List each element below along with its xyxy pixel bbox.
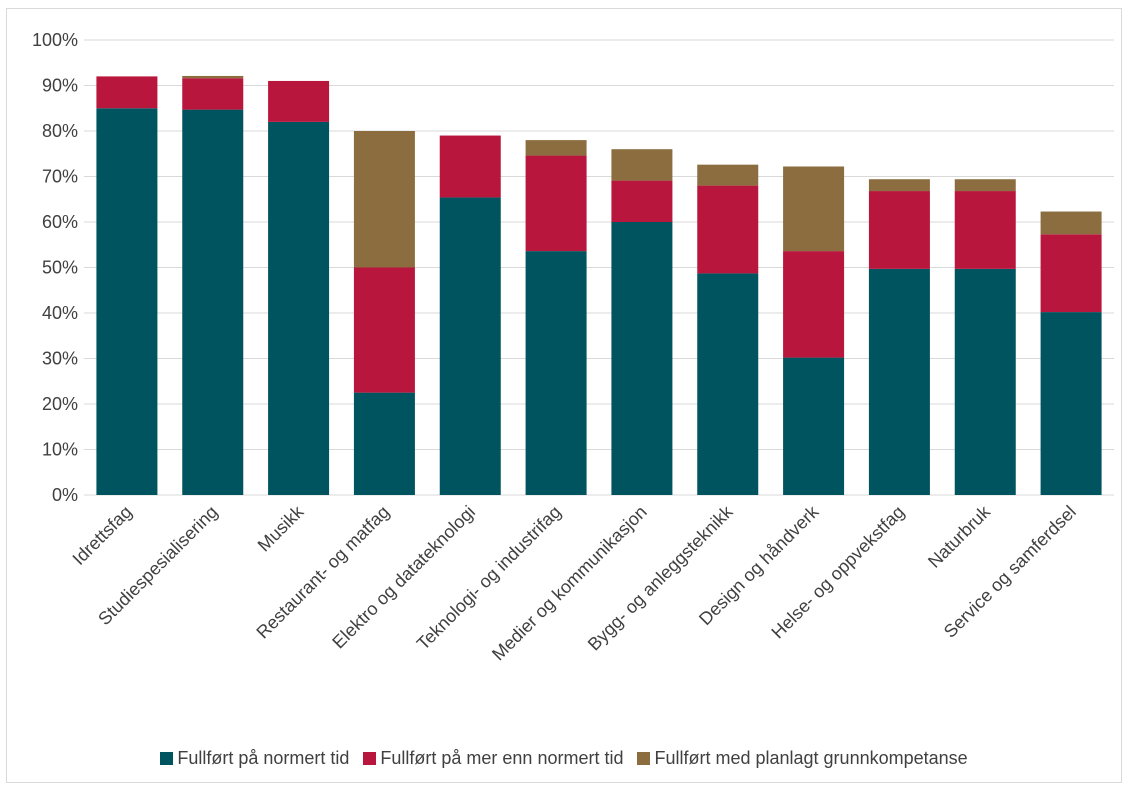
bar-segment-series-2 [868,191,930,269]
legend-item-normert-tid: Fullført på normert tid [160,748,349,769]
y-tick-label: 0% [52,485,78,505]
y-tick-label: 100% [32,30,78,50]
bar-segment-series-1 [182,109,244,496]
bar-segment-series-1 [611,222,673,495]
x-tick-label: Teknologi- og industrifag [413,502,565,654]
bar-segment-series-3 [868,179,930,192]
bar-segment-series-2 [353,267,415,393]
y-tick-label: 60% [42,212,78,232]
bar-segment-series-3 [697,164,759,186]
bar-segment-series-3 [1040,211,1102,235]
bar-segment-series-1 [697,273,759,495]
x-tick-label: Musikk [254,501,308,555]
legend-swatch [160,751,174,765]
bar-segment-series-2 [182,78,244,110]
bar-segment-series-1 [96,108,158,495]
bar-segment-series-2 [439,135,501,198]
bar-segment-series-3 [182,75,244,79]
bars [96,75,1102,496]
y-tick-label: 30% [42,349,78,369]
bar-segment-series-1 [353,392,415,495]
bar-segment-series-2 [1040,234,1102,313]
x-tick-label: Medier og kommunikasjon [488,502,651,665]
y-tick-label: 90% [42,76,78,96]
legend-swatch [363,751,377,765]
bar-segment-series-1 [525,251,587,495]
bar-segment-series-2 [525,155,587,252]
legend: Fullført på normert tid Fullført på mer … [0,743,1128,773]
gridlines [84,39,1114,496]
bar-segment-series-2 [697,185,759,274]
bar-segment-series-1 [268,121,330,496]
bar-segment-series-2 [96,76,158,109]
bar-segment-series-3 [525,140,587,156]
y-axis-ticks: 0% 10% 20% 30% 40% 50% 60% 70% 80% 90% 100% [32,30,78,505]
bar-segment-series-3 [353,131,415,268]
bar-segment-series-2 [611,180,673,222]
legend-label: Fullført med planlagt grunnkompetanse [654,747,968,768]
bar-segment-series-3 [954,179,1016,192]
bar-segment-series-1 [783,357,845,495]
legend-item-mer-enn-normert-tid: Fullført på mer enn normert tid [363,748,623,769]
x-tick-label: Naturbruk [924,501,995,572]
bar-segment-series-2 [954,191,1016,269]
bar-segment-series-2 [268,80,330,122]
y-tick-label: 70% [42,167,78,187]
y-tick-label: 80% [42,121,78,141]
bar-segment-series-2 [783,251,845,358]
y-tick-label: 50% [42,258,78,278]
bar-segment-series-1 [439,197,501,495]
x-tick-label: Idrettsfag [69,502,136,569]
bar-segment-series-3 [783,166,845,252]
legend-label: Fullført på mer enn normert tid [380,747,624,768]
bar-segment-series-3 [611,149,673,181]
x-tick-label: Bygg- og anleggsteknikk [584,501,738,655]
bar-segment-series-1 [954,268,1016,495]
y-tick-label: 20% [42,394,78,414]
x-tick-label: Elektro og datateknologi [328,502,479,653]
legend-item-grunnkompetanse: Fullført med planlagt grunnkompetanse [637,747,968,769]
legend-swatch [637,751,651,765]
bar-segment-series-1 [868,268,930,495]
y-tick-label: 10% [42,440,78,460]
legend-label: Fullført på normert tid [177,747,350,768]
bar-segment-series-1 [1040,312,1102,495]
y-tick-label: 40% [42,303,78,323]
